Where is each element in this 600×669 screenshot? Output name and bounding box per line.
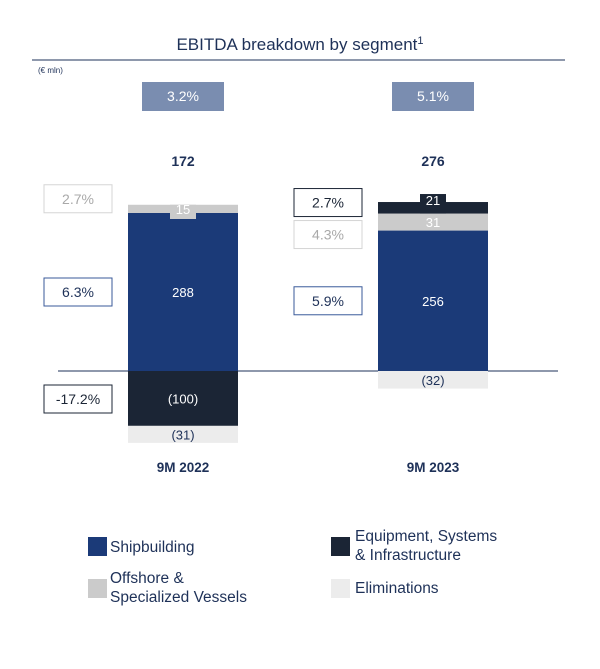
total-label: 172 bbox=[171, 153, 195, 169]
legend-label: Eliminations bbox=[355, 580, 439, 597]
bar-offshore bbox=[378, 213, 488, 231]
label-eliminations: (32) bbox=[421, 373, 444, 388]
group-margin-box bbox=[142, 82, 224, 111]
label-shipbuilding: 288 bbox=[172, 285, 194, 300]
margin-label-shipbuilding: 5.9% bbox=[312, 293, 344, 309]
bar-eliminations bbox=[128, 425, 238, 443]
label-equipment: (100) bbox=[168, 391, 198, 406]
legend-swatch bbox=[331, 537, 350, 556]
group-margin-label: 5.1% bbox=[417, 88, 449, 104]
label-offshore: 15 bbox=[176, 202, 190, 217]
legend-swatch bbox=[331, 579, 350, 598]
bar-shipbuilding bbox=[378, 230, 488, 371]
legend-swatch bbox=[88, 537, 107, 556]
margin-label-equipment: -17.2% bbox=[56, 391, 100, 407]
margin-box-equipment bbox=[293, 188, 363, 218]
legend-label: Offshore & Specialized Vessels bbox=[110, 570, 247, 606]
group-margin-box bbox=[392, 82, 474, 111]
label-eliminations: (31) bbox=[171, 427, 194, 442]
margin-label-shipbuilding: 6.3% bbox=[62, 284, 94, 300]
title-footnote: 1 bbox=[417, 35, 423, 47]
equipment-label-tab bbox=[420, 194, 446, 214]
margin-box-equipment bbox=[43, 384, 113, 414]
margin-label-offshore: 2.7% bbox=[62, 191, 94, 207]
margin-box-offshore bbox=[43, 184, 113, 214]
legend-swatch bbox=[88, 579, 107, 598]
margin-box-shipbuilding bbox=[293, 286, 363, 316]
offshore-label-tab bbox=[170, 204, 196, 219]
label-offshore: 31 bbox=[426, 215, 440, 230]
chart-title: EBITDA breakdown by segment1 bbox=[176, 35, 423, 54]
margin-box-shipbuilding bbox=[43, 277, 113, 307]
bar-shipbuilding bbox=[128, 213, 238, 371]
unit-label: (€ mln) bbox=[38, 66, 63, 75]
total-label: 276 bbox=[421, 153, 445, 169]
legend-label: Equipment, Systems & Infrastructure bbox=[355, 528, 497, 564]
margin-box-offshore bbox=[293, 220, 363, 250]
margin-label-equipment: 2.7% bbox=[312, 195, 344, 211]
group-margin-label: 3.2% bbox=[167, 88, 199, 104]
margin-label-offshore: 4.3% bbox=[312, 227, 344, 243]
label-equipment: 21 bbox=[426, 193, 440, 208]
bar-eliminations bbox=[378, 371, 488, 389]
period-label: 9M 2023 bbox=[407, 460, 460, 475]
bar-equipment bbox=[128, 371, 238, 426]
legend-label: Shipbuilding bbox=[110, 539, 194, 556]
period-label: 9M 2022 bbox=[157, 460, 210, 475]
label-shipbuilding: 256 bbox=[422, 294, 444, 309]
